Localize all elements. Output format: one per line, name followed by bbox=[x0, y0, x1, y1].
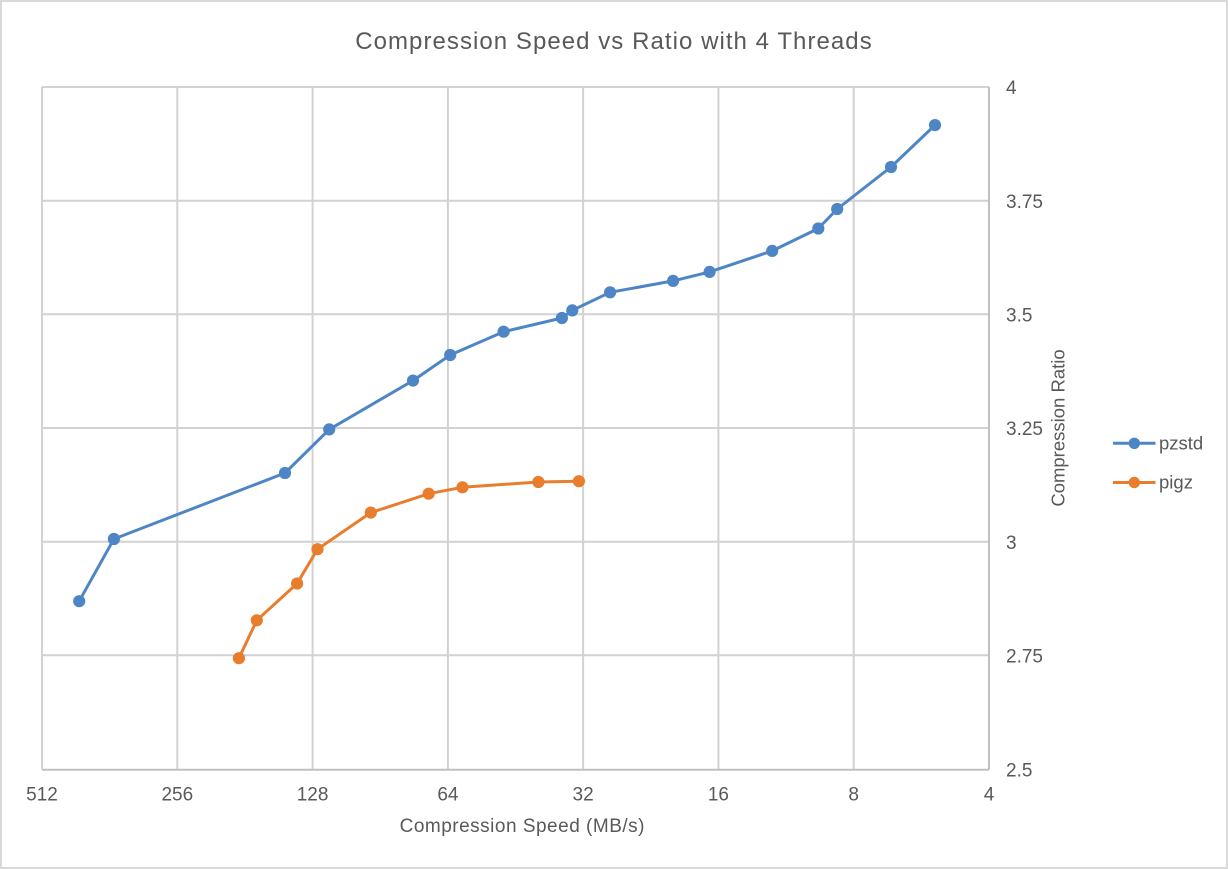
svg-text:32: 32 bbox=[573, 785, 594, 806]
svg-text:16: 16 bbox=[708, 785, 729, 806]
svg-text:128: 128 bbox=[297, 785, 329, 806]
svg-text:2.75: 2.75 bbox=[1006, 647, 1043, 668]
svg-text:4: 4 bbox=[1006, 78, 1017, 99]
svg-text:4: 4 bbox=[984, 785, 995, 806]
svg-text:3.25: 3.25 bbox=[1006, 419, 1043, 440]
svg-text:pzstd: pzstd bbox=[1159, 433, 1203, 454]
svg-text:Compression Speed vs Ratio wit: Compression Speed vs Ratio with 4 Thread… bbox=[355, 28, 873, 55]
svg-text:Compression Speed (MB/s): Compression Speed (MB/s) bbox=[400, 816, 645, 837]
svg-text:3: 3 bbox=[1006, 533, 1017, 554]
svg-text:pigz: pigz bbox=[1159, 472, 1193, 493]
svg-text:3.5: 3.5 bbox=[1006, 306, 1032, 327]
svg-text:Compression Ratio: Compression Ratio bbox=[1047, 349, 1068, 506]
svg-text:2.5: 2.5 bbox=[1006, 761, 1032, 782]
svg-text:512: 512 bbox=[26, 785, 58, 806]
svg-text:8: 8 bbox=[848, 785, 859, 806]
svg-text:64: 64 bbox=[437, 785, 459, 806]
svg-text:3.75: 3.75 bbox=[1006, 192, 1043, 213]
svg-text:256: 256 bbox=[161, 785, 193, 806]
